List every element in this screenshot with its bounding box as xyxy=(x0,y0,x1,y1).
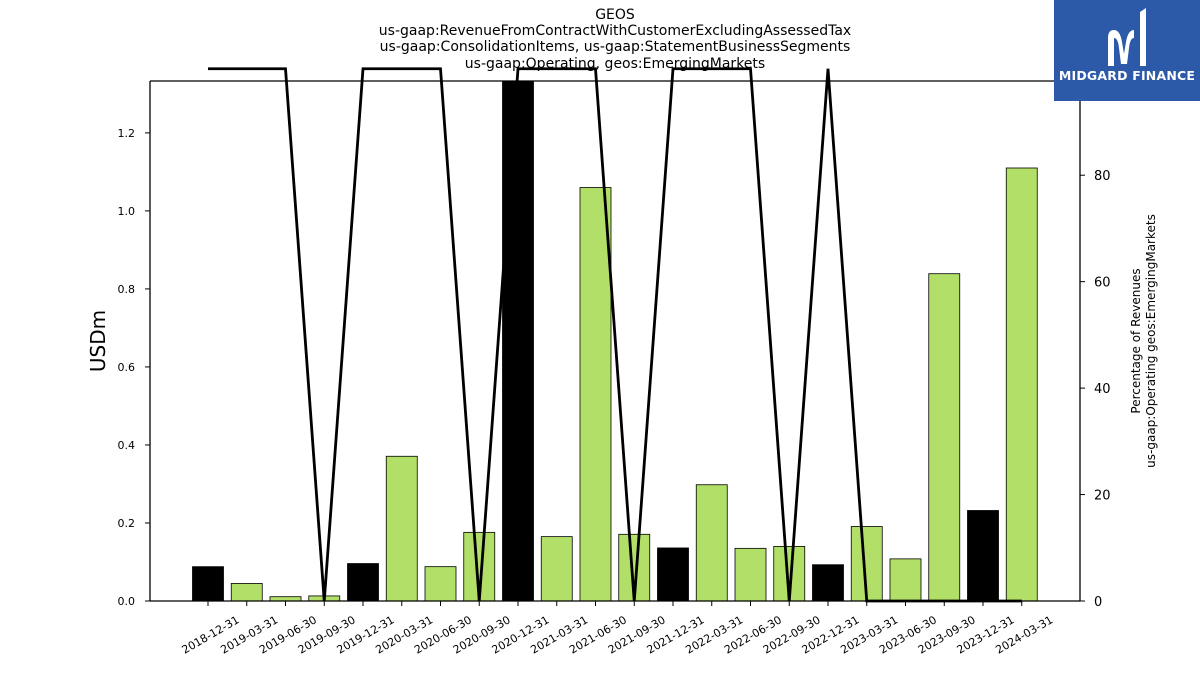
axes xyxy=(149,80,1081,602)
bar-2020-06-30 xyxy=(424,566,457,602)
title-line-1: GEOS xyxy=(595,7,635,23)
logo-text: MIDGARD FINANCE xyxy=(1058,68,1196,83)
bars xyxy=(192,80,1038,602)
bar-2022-12-31 xyxy=(812,564,844,602)
right-tick-label: 0 xyxy=(1094,595,1102,610)
left-tick-label: 1.2 xyxy=(118,127,136,140)
title-line-3: us-gaap:ConsolidationItems, us-gaap:Stat… xyxy=(379,39,851,55)
bar-2022-06-30 xyxy=(734,547,767,602)
bar-2019-03-31 xyxy=(230,583,263,602)
left-tick-label: 1.0 xyxy=(118,205,136,218)
left-tick-label: 0.6 xyxy=(118,361,136,374)
right-tick-label: 40 xyxy=(1094,382,1111,397)
bar-2023-09-30 xyxy=(928,273,961,602)
bar-2023-06-30 xyxy=(889,558,922,602)
right-axis-ticks: 020406080100 xyxy=(1080,63,1119,610)
bar-2019-12-31 xyxy=(347,563,379,602)
bar-2021-06-30 xyxy=(579,187,612,602)
left-tick-label: 0.0 xyxy=(118,595,136,608)
x-axis-ticks: 2018-12-312019-03-312019-06-302019-09-30… xyxy=(180,601,1055,657)
midgard-finance-logo: MIDGARD FINANCE xyxy=(1054,0,1200,101)
right-tick-label: 60 xyxy=(1094,276,1111,291)
y-axis-label: USDm xyxy=(86,310,110,372)
left-tick-label: 0.2 xyxy=(118,517,136,530)
right-tick-label: 80 xyxy=(1094,169,1111,184)
bar-2021-03-31 xyxy=(540,536,573,602)
bar-2020-12-31 xyxy=(502,80,534,602)
bar-2024-03-31 xyxy=(1005,167,1038,602)
bar-2020-03-31 xyxy=(385,455,418,602)
left-tick-label: 0.4 xyxy=(118,439,136,452)
percentage-line-path xyxy=(208,67,1022,603)
bar-2023-12-31 xyxy=(967,510,999,602)
bar-2018-12-31 xyxy=(192,566,224,602)
title-line-2: us-gaap:RevenueFromContractWithCustomerE… xyxy=(378,23,852,39)
left-axis-ticks: 0.0 0.2 0.4 0.6 0.8 1.0 1.2 xyxy=(118,127,150,608)
percentage-line xyxy=(208,67,1022,603)
bar-2022-03-31 xyxy=(695,484,728,602)
bar-2021-12-31 xyxy=(657,547,689,602)
left-tick-label: 0.8 xyxy=(118,283,136,296)
midgard-logo-icon xyxy=(1108,8,1146,66)
y-axis-right-label-2: us-gaap:Operating geos:EmergingMarkets xyxy=(1144,214,1158,468)
right-tick-label: 20 xyxy=(1094,489,1111,504)
y-axis-right-label-1: Percentage of Revenues xyxy=(1129,268,1143,413)
